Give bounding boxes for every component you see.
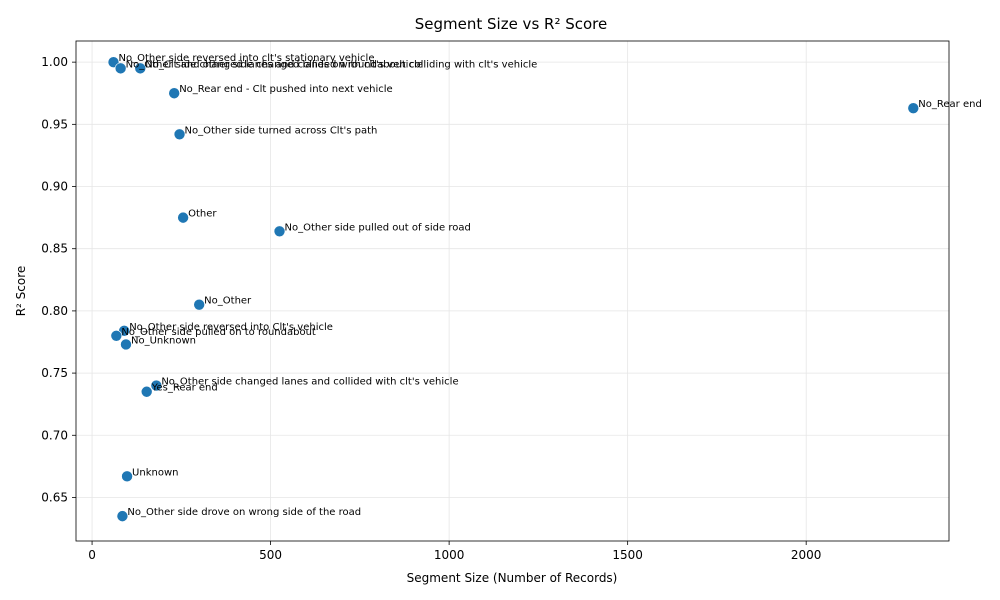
data-point	[114, 62, 127, 75]
x-tick-label: 2000	[791, 548, 822, 562]
data-point-label: No_Other side reversed into Clt's vehicl…	[129, 322, 333, 333]
data-point-label: No_Other side pulled on to roundabout	[121, 327, 316, 338]
data-point	[173, 128, 186, 141]
x-tick-label: 500	[259, 548, 282, 562]
y-axis-label: R² Score	[14, 266, 28, 317]
data-point-label: No_Other	[204, 296, 252, 307]
data-point	[193, 298, 205, 311]
y-tick-label: 0.85	[41, 242, 68, 256]
data-point	[116, 510, 129, 522]
data-point	[150, 379, 163, 392]
data-point	[273, 225, 286, 238]
data-point-label: No_Unknown	[131, 335, 196, 346]
data-point-label: No_Clt and other side changed lanes on r…	[145, 59, 537, 70]
grid	[76, 41, 949, 541]
data-point	[177, 211, 189, 224]
y-tick-label: 1.00	[41, 55, 68, 69]
y-tick-label: 0.65	[41, 490, 68, 504]
x-tick-label: 0	[88, 548, 96, 562]
data-point-label: No_Other side reversed into clt's statio…	[118, 53, 374, 64]
y-tick-label: 0.70	[41, 428, 68, 442]
data-point-label: No_Other side changed lanes and collided…	[161, 377, 458, 388]
data-point	[140, 385, 153, 398]
x-axis-label: Segment Size (Number of Records)	[407, 571, 618, 585]
data-points	[107, 56, 920, 522]
data-point-label: No_Other side changed lanes and collided…	[126, 59, 423, 70]
y-tick-label: 0.95	[41, 117, 68, 131]
data-point-label: No_Rear end	[918, 99, 982, 110]
axis-ticks: 0 500 1000 1500 2000 0.65 0.70 0.75 0.80 0.85 0.90…	[41, 55, 821, 562]
data-point-label: Other	[188, 209, 217, 220]
data-point-label: No_Other side pulled out of side road	[285, 222, 471, 233]
data-point	[120, 338, 132, 351]
x-tick-label: 1000	[434, 548, 465, 562]
data-point	[121, 470, 133, 483]
data-point	[134, 62, 147, 75]
data-point-label: No_Other side turned across Clt's path	[185, 125, 378, 136]
y-tick-label: 0.90	[41, 180, 68, 194]
data-point-label: Unknown	[132, 467, 178, 478]
y-tick-label: 0.75	[41, 366, 68, 380]
data-point	[907, 102, 920, 114]
data-point	[110, 329, 123, 342]
plot-frame	[75, 40, 950, 542]
data-point-label: No_Rear end - Clt pushed into next vehic…	[179, 84, 393, 95]
data-point-label: Yes_Rear end	[151, 383, 218, 394]
data-point-label: No_Other side drove on wrong side of the…	[127, 507, 361, 518]
x-tick-label: 1500	[612, 548, 643, 562]
chart-title: Segment Size vs R² Score	[415, 15, 608, 33]
y-tick-label: 0.80	[41, 304, 68, 318]
point-labels: No_Other side reversed into clt's statio…	[118, 53, 981, 518]
data-point	[168, 87, 180, 100]
